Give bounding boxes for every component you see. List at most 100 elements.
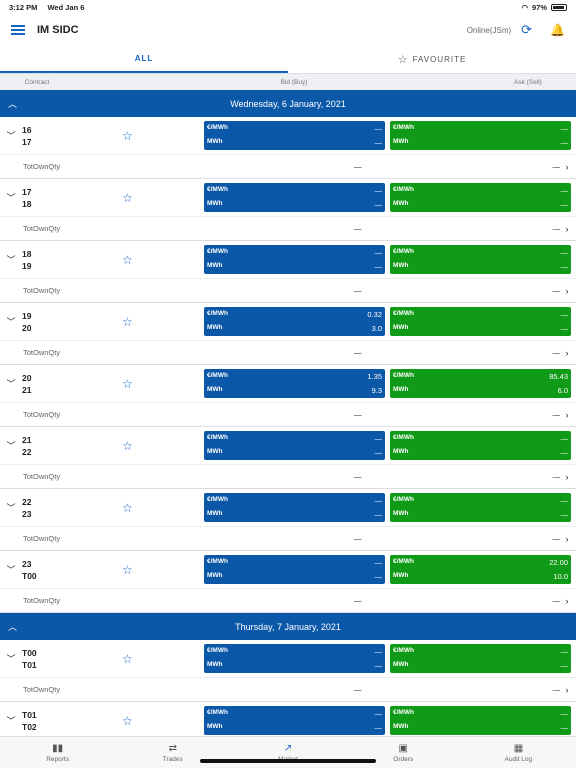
chevron-up-icon[interactable]: ︿ <box>8 622 18 632</box>
contract-to: 21 <box>22 384 32 395</box>
bid-qty-unit: MWh <box>207 509 223 517</box>
tab-all[interactable]: ALL <box>0 46 288 73</box>
ask-price: — <box>560 496 569 506</box>
contract-row-main: ﹀ 21 22 ☆ €/MWh — MWh — €/MWh — MWh — <box>0 427 576 465</box>
home-indicator[interactable] <box>200 759 376 763</box>
bid-box[interactable]: €/MWh — MWh — <box>204 245 385 274</box>
bid-box[interactable]: €/MWh — MWh — <box>204 706 385 735</box>
bid-box[interactable]: €/MWh — MWh — <box>204 183 385 212</box>
favourite-star-icon[interactable]: ☆ <box>122 651 133 666</box>
bid-box[interactable]: €/MWh — MWh — <box>204 555 385 584</box>
ask-qty-unit: MWh <box>393 199 409 207</box>
favourite-star-icon[interactable]: ☆ <box>122 562 133 577</box>
ask-box[interactable]: €/MWh — MWh — <box>390 644 571 673</box>
bid-own-qty: — <box>354 596 362 605</box>
nav-reports[interactable]: ▮▮ Reports <box>0 737 115 768</box>
contract-to: T02 <box>22 721 37 732</box>
nav-audit-log[interactable]: ▦ Audit Log <box>461 737 576 768</box>
tab-favourite[interactable]: ☆ FAVOURITE <box>288 46 576 73</box>
chevron-right-icon[interactable]: › <box>565 409 569 420</box>
contract-period: 22 23 <box>22 496 122 520</box>
chevron-right-icon[interactable]: › <box>565 595 569 606</box>
favourite-star-icon[interactable]: ☆ <box>122 128 133 143</box>
bid-box[interactable]: €/MWh 0.32 MWh 3.0 <box>204 307 385 336</box>
day-header[interactable]: ︿ Thursday, 7 January, 2021 <box>0 613 576 640</box>
chevron-right-icon[interactable]: › <box>565 533 569 544</box>
bid-qty-unit: MWh <box>207 385 223 393</box>
chevron-down-icon[interactable]: ﹀ <box>6 317 16 327</box>
ask-box[interactable]: €/MWh — MWh — <box>390 493 571 522</box>
ask-box[interactable]: €/MWh — MWh — <box>390 121 571 150</box>
ask-box[interactable]: €/MWh — MWh — <box>390 183 571 212</box>
favourite-star-icon[interactable]: ☆ <box>122 314 133 329</box>
chevron-right-icon[interactable]: › <box>565 471 569 482</box>
chevron-down-icon[interactable]: ﹀ <box>6 654 16 664</box>
sync-icon[interactable]: ⟳ <box>521 22 533 37</box>
ask-box[interactable]: €/MWh — MWh — <box>390 245 571 274</box>
ask-box[interactable]: €/MWh — MWh — <box>390 431 571 460</box>
app-title: IM SIDC <box>37 24 79 36</box>
contract-from: 18 <box>22 248 32 259</box>
bid-qty: — <box>374 509 383 519</box>
chevron-down-icon[interactable]: ﹀ <box>6 716 16 726</box>
chevron-up-icon[interactable]: ︿ <box>8 99 18 109</box>
contract-from: 16 <box>22 124 32 135</box>
nav-audit-log-label: Audit Log <box>504 755 533 763</box>
bid-box[interactable]: €/MWh — MWh — <box>204 121 385 150</box>
chevron-right-icon[interactable]: › <box>565 285 569 296</box>
col-ask: Ask (Sell) <box>514 78 542 86</box>
bid-box[interactable]: €/MWh 1.35 MWh 9.3 <box>204 369 385 398</box>
own-qty-label: TotOwnQty <box>23 596 61 605</box>
own-qty-row: TotOwnQty — — › <box>0 279 576 302</box>
day-title: Wednesday, 6 January, 2021 <box>230 98 346 109</box>
ask-box[interactable]: €/MWh 85.43 MWh 6.0 <box>390 369 571 398</box>
bid-qty: — <box>374 447 383 457</box>
day-header[interactable]: ︿ Wednesday, 6 January, 2021 <box>0 90 576 117</box>
bid-box[interactable]: €/MWh — MWh — <box>204 493 385 522</box>
chevron-right-icon[interactable]: › <box>565 161 569 172</box>
calendar-icon: ▦ <box>513 742 524 754</box>
status-date: Wed Jan 6 <box>47 2 85 12</box>
nav-orders[interactable]: ▣ Orders <box>346 737 461 768</box>
chevron-down-icon[interactable]: ﹀ <box>6 441 16 451</box>
ask-box[interactable]: €/MWh 22.00 MWh 10.0 <box>390 555 571 584</box>
chevron-down-icon[interactable]: ﹀ <box>6 193 16 203</box>
chevron-right-icon[interactable]: › <box>565 223 569 234</box>
contract-row: ﹀ 17 18 ☆ €/MWh — MWh — €/MWh — MWh — TotOwn… <box>0 179 576 241</box>
bid-box[interactable]: €/MWh — MWh — <box>204 431 385 460</box>
ask-box[interactable]: €/MWh — MWh — <box>390 706 571 735</box>
bid-box[interactable]: €/MWh — MWh — <box>204 644 385 673</box>
chevron-right-icon[interactable]: › <box>565 347 569 358</box>
chevron-down-icon[interactable]: ﹀ <box>6 255 16 265</box>
bid-price-unit: €/MWh <box>207 372 228 380</box>
chevron-down-icon[interactable]: ﹀ <box>6 131 16 141</box>
favourite-star-icon[interactable]: ☆ <box>122 713 133 728</box>
bid-qty-unit: MWh <box>207 722 223 730</box>
bottom-nav: ▮▮ Reports ⇄ Trades ↗ Market ▣ Orders ▦ … <box>0 736 576 768</box>
ask-price-unit: €/MWh <box>393 186 414 194</box>
nav-market[interactable]: ↗ Market <box>230 737 345 768</box>
bid-own-qty: — <box>354 286 362 295</box>
chevron-down-icon[interactable]: ﹀ <box>6 565 16 575</box>
day-title: Thursday, 7 January, 2021 <box>235 621 341 632</box>
favourite-star-icon[interactable]: ☆ <box>122 500 133 515</box>
contract-row-main: ﹀ 18 19 ☆ €/MWh — MWh — €/MWh — MWh — <box>0 241 576 279</box>
favourite-star-icon[interactable]: ☆ <box>122 438 133 453</box>
market-list[interactable]: ︿ Wednesday, 6 January, 2021 ﹀ 16 17 ☆ €… <box>0 90 576 735</box>
chevron-down-icon[interactable]: ﹀ <box>6 503 16 513</box>
ask-price-unit: €/MWh <box>393 372 414 380</box>
chevron-right-icon[interactable]: › <box>565 684 569 695</box>
chevron-down-icon[interactable]: ﹀ <box>6 379 16 389</box>
contract-row: ﹀ 21 22 ☆ €/MWh — MWh — €/MWh — MWh — TotOwn… <box>0 427 576 489</box>
favourite-star-icon[interactable]: ☆ <box>122 376 133 391</box>
favourite-star-icon[interactable]: ☆ <box>122 252 133 267</box>
contract-from: 19 <box>22 310 32 321</box>
trend-line-icon: ↗ <box>283 742 293 754</box>
bell-icon[interactable]: 🔔 <box>550 23 565 37</box>
ask-qty: — <box>560 722 569 732</box>
contract-row-main: ﹀ T01 T02 ☆ €/MWh — MWh — €/MWh — MWh — <box>0 702 576 735</box>
favourite-star-icon[interactable]: ☆ <box>122 190 133 205</box>
nav-trades[interactable]: ⇄ Trades <box>115 737 230 768</box>
menu-icon[interactable] <box>11 25 25 35</box>
ask-box[interactable]: €/MWh — MWh — <box>390 307 571 336</box>
